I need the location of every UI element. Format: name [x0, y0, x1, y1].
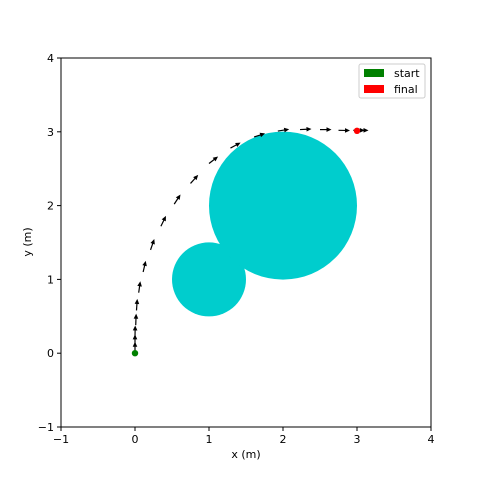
trajectory-arrow	[137, 281, 142, 293]
y-tick-label: 0	[47, 347, 54, 360]
axes-frame	[60, 57, 432, 428]
x-tick-label: 1	[206, 433, 213, 446]
y-tick-label: 2	[47, 200, 54, 213]
x-tick-label: 3	[354, 433, 361, 446]
trajectory-arrow	[132, 325, 138, 337]
y-axis-label: y (m)	[21, 227, 34, 256]
x-axis-ticks: −1 0 1 2 3 4	[53, 427, 435, 446]
legend: start final	[358, 63, 426, 99]
trajectory-arrow	[230, 142, 241, 149]
trajectory-arrow	[320, 127, 332, 132]
legend-swatch-start	[364, 69, 384, 77]
trajectory-arrow	[149, 239, 155, 251]
y-axis-ticks: −1 0 1 2 3 4	[38, 52, 61, 434]
y-tick-label: 1	[47, 273, 54, 286]
obstacle-circle-1	[172, 242, 246, 317]
trajectory-arrows	[132, 126, 369, 354]
y-tick-label: 3	[47, 126, 54, 139]
x-tick-label: −1	[53, 433, 69, 446]
trajectory-arrow	[134, 298, 140, 311]
trajectory-arrow	[133, 313, 139, 326]
x-tick-label: 0	[132, 433, 139, 446]
trajectory-arrow	[338, 128, 350, 133]
trajectory-arrow	[253, 132, 266, 138]
obstacle-circle-2	[209, 131, 357, 280]
trajectory-arrow	[277, 127, 290, 133]
legend-swatch-final	[364, 85, 384, 93]
trajectory-arrow	[173, 194, 181, 205]
trajectory-arrow	[208, 156, 219, 165]
trajectory-arrow	[299, 126, 312, 132]
legend-label-start: start	[394, 67, 420, 80]
final-marker	[353, 127, 361, 134]
y-tick-label: −1	[38, 421, 54, 434]
start-marker	[131, 350, 139, 357]
x-tick-label: 4	[428, 433, 435, 446]
x-tick-label: 2	[280, 433, 287, 446]
trajectory-arrow	[142, 260, 147, 273]
y-tick-label: 4	[47, 52, 54, 65]
legend-label-final: final	[394, 83, 418, 96]
trajectory-arrow	[190, 174, 199, 184]
x-axis-label: x (m)	[231, 448, 260, 461]
obstacles	[172, 131, 357, 317]
markers	[131, 127, 361, 357]
trajectory-arrow	[160, 215, 166, 227]
